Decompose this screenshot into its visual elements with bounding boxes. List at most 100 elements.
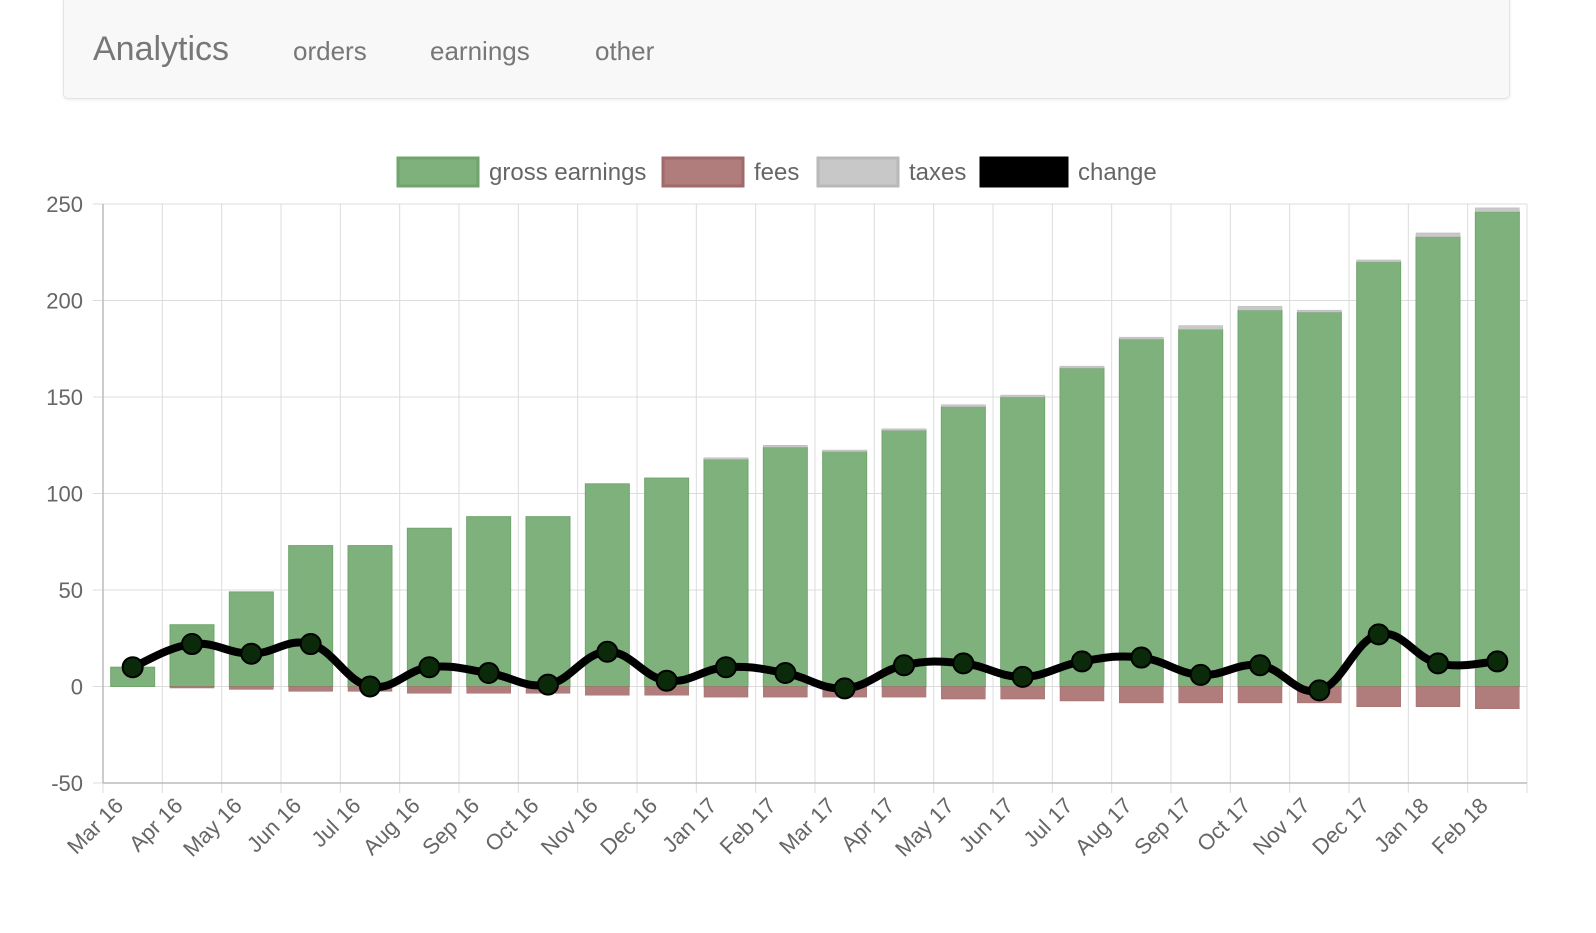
bar-taxes[interactable] bbox=[1059, 365, 1105, 369]
x-tick-label: Feb 18 bbox=[1427, 793, 1493, 859]
bar-gross-earnings[interactable] bbox=[466, 516, 512, 687]
change-point[interactable] bbox=[1130, 646, 1153, 669]
bar-gross-earnings[interactable] bbox=[1474, 211, 1520, 687]
bar-fees[interactable] bbox=[407, 686, 452, 694]
change-point[interactable] bbox=[596, 640, 619, 663]
chart-legend[interactable]: gross earnings fees taxes change bbox=[396, 156, 1157, 188]
navbar: Analytics orders earnings other bbox=[63, 0, 1510, 99]
bar-gross-earnings[interactable] bbox=[288, 545, 334, 687]
bar-gross-earnings[interactable] bbox=[881, 429, 927, 687]
bar-fees[interactable] bbox=[288, 686, 333, 692]
change-point[interactable] bbox=[1308, 679, 1331, 702]
change-point[interactable] bbox=[1249, 654, 1271, 677]
bar-taxes[interactable] bbox=[703, 457, 749, 460]
bar-fees[interactable] bbox=[941, 686, 986, 700]
legend-item-taxes[interactable]: taxes bbox=[816, 156, 966, 188]
bar-gross-earnings[interactable] bbox=[762, 446, 808, 687]
change-point[interactable] bbox=[1367, 623, 1390, 646]
x-tick-label: Mar 16 bbox=[62, 793, 128, 859]
legend-swatch bbox=[396, 156, 480, 188]
change-point[interactable] bbox=[952, 652, 975, 675]
bar-fees[interactable] bbox=[1000, 686, 1045, 700]
x-tick-label: Jul 16 bbox=[306, 793, 365, 852]
x-tick-label: Sep 17 bbox=[1129, 793, 1196, 860]
bar-taxes[interactable] bbox=[1356, 259, 1401, 263]
bar-taxes[interactable] bbox=[1297, 309, 1342, 313]
bar-fees[interactable] bbox=[169, 686, 215, 689]
bar-fees[interactable] bbox=[1475, 686, 1520, 709]
bar-taxes[interactable] bbox=[822, 449, 867, 452]
change-point[interactable] bbox=[121, 656, 144, 679]
change-point[interactable] bbox=[774, 661, 797, 684]
bar-taxes[interactable] bbox=[941, 404, 986, 407]
bar-gross-earnings[interactable] bbox=[347, 545, 393, 687]
change-point[interactable] bbox=[359, 675, 381, 698]
change-point[interactable] bbox=[833, 677, 856, 700]
change-point[interactable] bbox=[1071, 650, 1093, 673]
x-tick-label: Dec 17 bbox=[1307, 793, 1374, 860]
bar-fees[interactable] bbox=[881, 686, 927, 698]
bar-fees[interactable] bbox=[585, 686, 630, 696]
bar-fees[interactable] bbox=[1178, 686, 1223, 704]
bar-fees[interactable] bbox=[1059, 686, 1105, 702]
bar-gross-earnings[interactable] bbox=[940, 406, 986, 687]
change-point[interactable] bbox=[1486, 650, 1509, 673]
x-tick-label: Dec 16 bbox=[595, 793, 662, 860]
bar-gross-earnings[interactable] bbox=[525, 516, 571, 687]
bar-fees[interactable] bbox=[1415, 686, 1461, 708]
change-point[interactable] bbox=[655, 669, 678, 692]
bar-taxes[interactable] bbox=[1237, 306, 1283, 311]
bar-gross-earnings[interactable] bbox=[1237, 309, 1283, 687]
bar-gross-earnings[interactable] bbox=[1000, 396, 1046, 687]
change-point[interactable] bbox=[181, 633, 203, 656]
change-point[interactable] bbox=[715, 656, 737, 679]
bar-gross-earnings[interactable] bbox=[1415, 236, 1461, 687]
legend-item-gross-earnings[interactable]: gross earnings bbox=[396, 156, 646, 188]
legend-item-fees[interactable]: fees bbox=[661, 156, 799, 188]
change-point[interactable] bbox=[477, 661, 500, 684]
bar-gross-earnings[interactable] bbox=[822, 450, 868, 688]
legend-label: change bbox=[1078, 159, 1157, 186]
change-point[interactable] bbox=[1427, 652, 1449, 675]
bar-taxes[interactable] bbox=[1119, 336, 1164, 340]
bar-gross-earnings[interactable] bbox=[1059, 367, 1105, 687]
change-point[interactable] bbox=[537, 673, 559, 696]
bar-fees[interactable] bbox=[229, 686, 274, 690]
bar-taxes[interactable] bbox=[1475, 207, 1520, 212]
bar-gross-earnings[interactable] bbox=[1178, 328, 1224, 687]
chart-change-line bbox=[121, 623, 1509, 702]
bar-gross-earnings[interactable] bbox=[1118, 338, 1164, 687]
legend-item-change[interactable]: change bbox=[979, 156, 1157, 188]
change-point[interactable] bbox=[240, 642, 263, 665]
bar-fees[interactable] bbox=[1237, 686, 1283, 704]
nav-item-earnings[interactable]: earnings bbox=[430, 36, 530, 66]
legend-swatch bbox=[979, 156, 1069, 188]
nav-item-other[interactable]: other bbox=[595, 36, 655, 66]
x-tick-label: Mar 17 bbox=[774, 793, 840, 859]
change-point[interactable] bbox=[1011, 665, 1034, 688]
y-tick-label: 100 bbox=[46, 482, 83, 507]
bar-gross-earnings[interactable] bbox=[644, 477, 690, 687]
bar-taxes[interactable] bbox=[1000, 394, 1045, 398]
bar-fees[interactable] bbox=[703, 686, 749, 698]
change-point[interactable] bbox=[299, 633, 322, 656]
bar-fees[interactable] bbox=[1356, 686, 1401, 708]
bar-fees[interactable] bbox=[466, 686, 511, 694]
navbar-brand[interactable]: Analytics bbox=[93, 30, 230, 68]
change-point[interactable] bbox=[893, 654, 915, 677]
bar-taxes[interactable] bbox=[881, 428, 927, 431]
change-point[interactable] bbox=[1189, 663, 1212, 686]
bar-taxes[interactable] bbox=[1415, 232, 1461, 238]
bar-fees[interactable] bbox=[763, 686, 808, 698]
bar-gross-earnings[interactable] bbox=[1356, 261, 1402, 687]
bar-taxes[interactable] bbox=[1178, 325, 1223, 330]
change-point[interactable] bbox=[418, 656, 441, 679]
bar-gross-earnings[interactable] bbox=[228, 591, 274, 687]
bar-gross-earnings[interactable] bbox=[703, 458, 749, 688]
x-tick-label: May 16 bbox=[178, 793, 247, 862]
bar-fees[interactable] bbox=[1119, 686, 1164, 704]
bar-gross-earnings[interactable] bbox=[1296, 311, 1342, 687]
nav-item-orders[interactable]: orders bbox=[293, 36, 367, 66]
bar-taxes[interactable] bbox=[763, 445, 808, 448]
x-tick-label: Aug 17 bbox=[1070, 793, 1137, 860]
